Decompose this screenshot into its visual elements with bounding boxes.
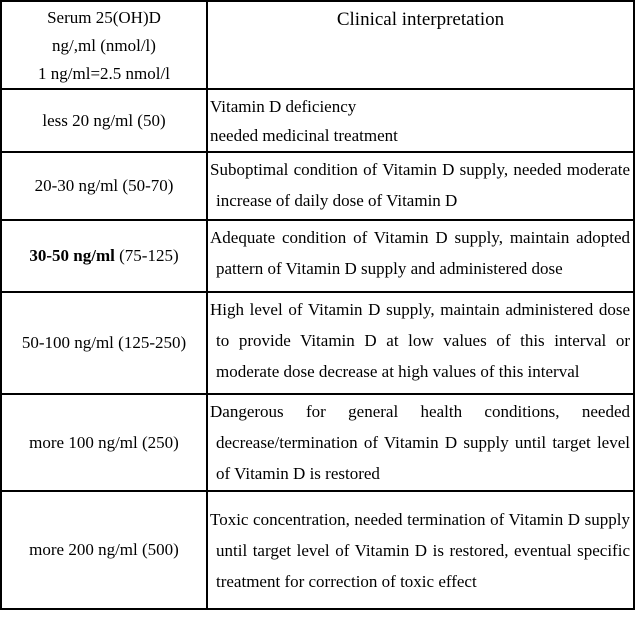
table-row-adequate: 30-50 ng/ml (75-125) Adequate condition … [0,219,635,293]
serum-level-cell: more 200 ng/ml (500) [0,490,208,610]
serum-level-cell: 20-30 ng/ml (50-70) [0,151,208,221]
table-row-high: 50-100 ng/ml (125-250) High level of Vit… [0,291,635,395]
interpretation-cell: Toxic concentration, needed termination … [206,490,635,610]
serum-level-header-cell: Serum 25(OH)D ng/,ml (nmol/l) 1 ng/ml=2.… [0,0,208,90]
serum-level-value-bold: 30-50 ng/ml [29,246,115,265]
serum-level-value: less 20 ng/ml (50) [42,110,166,130]
serum-header-line-2: ng/,ml (nmol/l) [52,36,156,55]
serum-level-value: 50-100 ng/ml (125-250) [21,333,187,352]
serum-level-value: 20-30 ng/ml (50-70) [34,176,174,195]
interpretation-cell: Dangerous for general health conditions,… [206,393,635,492]
table-row-deficiency: less 20 ng/ml (50) Vitamin D deficiency … [0,88,635,153]
interpretation-cell: Vitamin D deficiency needed medicinal tr… [206,88,635,153]
serum-level-cell: 30-50 ng/ml (75-125) [0,219,208,293]
serum-level-cell: less 20 ng/ml (50) [0,88,208,153]
table-header-row: Serum 25(OH)D ng/,ml (nmol/l) 1 ng/ml=2.… [0,0,635,90]
table-row-suboptimal: 20-30 ng/ml (50-70) Suboptimal condition… [0,151,635,221]
interpretation-cell: Suboptimal condition of Vitamin D supply… [206,151,635,221]
serum-header-line-1: Serum 25(OH)D [47,8,161,27]
clinical-interpretation-header-cell: Clinical interpretation [206,0,635,90]
serum-level-value: (75-125) [114,246,179,265]
serum-level-value: more 100 ng/ml (250) [29,432,179,452]
serum-level-cell: more 100 ng/ml (250) [0,393,208,492]
serum-level-value: more 200 ng/ml (500) [29,540,179,559]
table-row-dangerous: more 100 ng/ml (250) Dangerous for gener… [0,393,635,492]
serum-level-cell: 50-100 ng/ml (125-250) [0,291,208,395]
serum-header-line-3: 1 ng/ml=2.5 nmol/l [38,64,170,83]
table-row-toxic: more 200 ng/ml (500) Toxic concentration… [0,490,635,610]
interpretation-cell: Adequate condition of Vitamin D supply, … [206,219,635,293]
interpretation-cell: High level of Vitamin D supply, maintain… [206,291,635,395]
